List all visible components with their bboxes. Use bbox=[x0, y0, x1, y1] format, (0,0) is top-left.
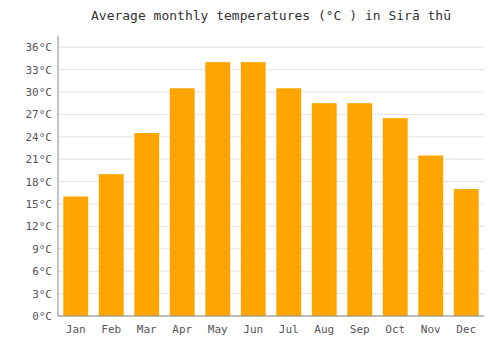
x-tick-label: Jul bbox=[279, 323, 299, 336]
x-tick-label: Nov bbox=[421, 323, 441, 336]
bar bbox=[418, 155, 443, 316]
title: Average monthly temperatures (°C ) in Si… bbox=[91, 8, 451, 23]
grid-line bbox=[58, 47, 484, 48]
y-tick-label: 15°C bbox=[26, 198, 53, 211]
y-tick-label: 3°C bbox=[32, 288, 52, 301]
x-tick-label: May bbox=[208, 323, 228, 336]
y-tick-label: 36°C bbox=[26, 41, 53, 54]
grid-line bbox=[58, 136, 484, 137]
y-tick-label: 30°C bbox=[26, 86, 53, 99]
grid-line bbox=[58, 92, 484, 93]
y-axis-line bbox=[58, 36, 59, 316]
bar bbox=[170, 88, 195, 316]
bar bbox=[99, 174, 124, 316]
bar bbox=[241, 62, 266, 316]
x-tick-label: Jan bbox=[66, 323, 86, 336]
x-axis-line bbox=[58, 316, 484, 317]
x-tick-label: Apr bbox=[172, 323, 192, 336]
x-tick-label: Mar bbox=[137, 323, 157, 336]
y-tick-label: 18°C bbox=[26, 176, 53, 189]
y-tick-label: 0°C bbox=[32, 310, 52, 323]
bar bbox=[63, 197, 88, 316]
bar bbox=[347, 103, 372, 316]
grid-line bbox=[58, 316, 484, 317]
x-tick-label: Oct bbox=[385, 323, 405, 336]
x-tick-label: Jun bbox=[243, 323, 263, 336]
y-tick-label: 9°C bbox=[32, 243, 52, 256]
y-axis: 0°C 3°C 6°C 9°C 12°C 15°C 18°C 21°C 24°C 27°C 30°C… bbox=[26, 41, 485, 323]
y-tick-label: 12°C bbox=[26, 220, 53, 233]
x-axis: Jan Feb Mar Apr May Jun Jul Aug Sep Oct Nov Dec bbox=[66, 323, 476, 336]
bar bbox=[205, 62, 230, 316]
grid-line bbox=[58, 69, 484, 70]
y-tick-label: 24°C bbox=[26, 131, 53, 144]
y-tick-label: 6°C bbox=[32, 265, 52, 278]
bar bbox=[454, 189, 479, 316]
y-tick-label: 33°C bbox=[26, 64, 53, 77]
grid-line bbox=[58, 114, 484, 115]
x-tick-label: Sep bbox=[350, 323, 370, 336]
x-tick-label: Feb bbox=[101, 323, 121, 336]
bar bbox=[383, 118, 408, 316]
bar bbox=[312, 103, 337, 316]
bars bbox=[63, 62, 478, 316]
chart: Average monthly temperatures (°C ) in Si… bbox=[0, 0, 500, 350]
bar bbox=[276, 88, 301, 316]
x-tick-label: Dec bbox=[456, 323, 476, 336]
y-tick-label: 21°C bbox=[26, 153, 53, 166]
bar bbox=[134, 133, 159, 316]
y-tick-label: 27°C bbox=[26, 108, 53, 121]
x-tick-label: Aug bbox=[314, 323, 334, 336]
